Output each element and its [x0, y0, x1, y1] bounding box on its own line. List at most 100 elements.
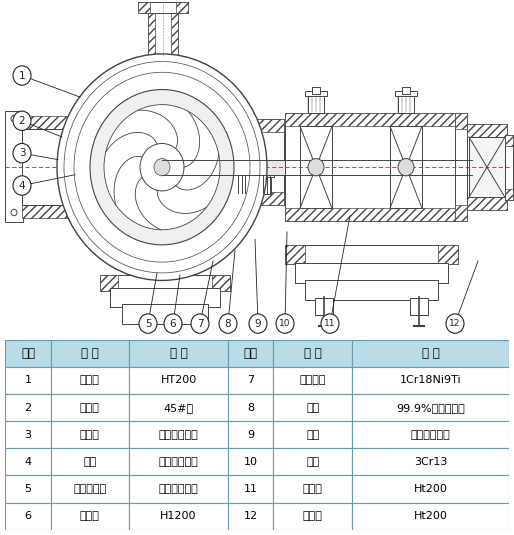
Circle shape: [11, 116, 17, 122]
Text: 名 称: 名 称: [81, 347, 99, 360]
Text: 轴座架: 轴座架: [80, 402, 100, 412]
Bar: [129, 476, 228, 502]
Bar: [398, 94, 414, 113]
Bar: [285, 113, 458, 126]
Bar: [110, 288, 220, 308]
Text: 出水段导翼: 出水段导翼: [74, 484, 106, 494]
Bar: [228, 340, 273, 367]
Bar: [162, 159, 472, 175]
Text: 5: 5: [144, 318, 151, 328]
Text: 10: 10: [279, 319, 291, 328]
Bar: [138, 2, 150, 13]
Bar: [228, 394, 273, 421]
Bar: [232, 192, 284, 205]
Text: H1200: H1200: [160, 511, 197, 521]
Bar: [273, 394, 352, 421]
Bar: [129, 367, 228, 394]
Bar: [129, 448, 228, 476]
Text: Ht200: Ht200: [413, 484, 447, 494]
Bar: [352, 394, 509, 421]
Bar: [312, 87, 320, 94]
Circle shape: [308, 158, 324, 176]
Polygon shape: [68, 215, 255, 280]
Text: 中段: 中段: [83, 457, 97, 467]
Bar: [285, 245, 305, 264]
Text: 2: 2: [19, 116, 25, 126]
Bar: [273, 476, 352, 502]
Text: 轴承盖: 轴承盖: [80, 376, 100, 385]
Bar: [263, 175, 271, 194]
Bar: [467, 124, 507, 210]
Circle shape: [276, 314, 294, 333]
Circle shape: [164, 314, 182, 333]
Bar: [352, 340, 509, 367]
Bar: [228, 421, 273, 448]
Bar: [122, 304, 208, 324]
Bar: [22, 129, 77, 205]
Text: 9: 9: [255, 318, 261, 328]
Bar: [295, 263, 448, 282]
Bar: [315, 297, 333, 315]
Text: Ht200: Ht200: [413, 511, 447, 521]
Bar: [273, 448, 352, 476]
Bar: [236, 153, 256, 184]
Bar: [273, 340, 352, 367]
Circle shape: [154, 158, 170, 176]
Bar: [308, 94, 324, 113]
Bar: [238, 175, 246, 194]
Text: 序号: 序号: [21, 347, 35, 360]
Bar: [51, 421, 129, 448]
Bar: [212, 275, 230, 291]
Text: 聚全氟乙丙烯: 聚全氟乙丙烯: [159, 484, 198, 494]
Circle shape: [139, 314, 157, 333]
Text: 10: 10: [244, 457, 258, 467]
Bar: [5, 502, 51, 530]
Bar: [22, 205, 77, 218]
Bar: [352, 421, 509, 448]
Bar: [5, 367, 51, 394]
Bar: [176, 2, 188, 13]
Text: 4: 4: [24, 457, 31, 467]
Circle shape: [321, 314, 339, 333]
Bar: [148, 4, 178, 56]
Text: 7: 7: [247, 376, 254, 385]
Text: 8: 8: [225, 318, 231, 328]
Text: 出口段: 出口段: [80, 511, 100, 521]
Bar: [352, 367, 509, 394]
Text: 8: 8: [247, 402, 254, 412]
Bar: [228, 367, 273, 394]
Bar: [505, 189, 513, 200]
Bar: [305, 280, 438, 300]
Circle shape: [64, 62, 260, 273]
Bar: [390, 126, 422, 208]
Bar: [5, 394, 51, 421]
Text: 5: 5: [25, 484, 31, 494]
Bar: [285, 113, 458, 221]
Circle shape: [13, 111, 31, 131]
Bar: [285, 208, 458, 221]
Bar: [438, 245, 458, 264]
Text: 1Cr18Ni9Ti: 1Cr18Ni9Ti: [399, 376, 461, 385]
Bar: [236, 171, 256, 184]
Bar: [5, 448, 51, 476]
Bar: [148, 4, 155, 56]
Bar: [305, 90, 327, 96]
Bar: [51, 476, 129, 502]
Text: 99.9%氧化铝陶瓷: 99.9%氧化铝陶瓷: [396, 402, 465, 412]
Bar: [285, 245, 458, 264]
Bar: [5, 340, 51, 367]
Text: 材 料: 材 料: [170, 347, 188, 360]
Bar: [51, 367, 129, 394]
Circle shape: [57, 54, 267, 280]
Circle shape: [13, 143, 31, 163]
Text: 1: 1: [25, 376, 31, 385]
Text: 3Cr13: 3Cr13: [414, 457, 447, 467]
Bar: [51, 394, 129, 421]
Bar: [228, 502, 273, 530]
Bar: [273, 502, 352, 530]
Bar: [273, 367, 352, 394]
Bar: [455, 205, 467, 221]
Polygon shape: [68, 54, 255, 119]
Bar: [51, 340, 129, 367]
Bar: [8, 206, 20, 219]
